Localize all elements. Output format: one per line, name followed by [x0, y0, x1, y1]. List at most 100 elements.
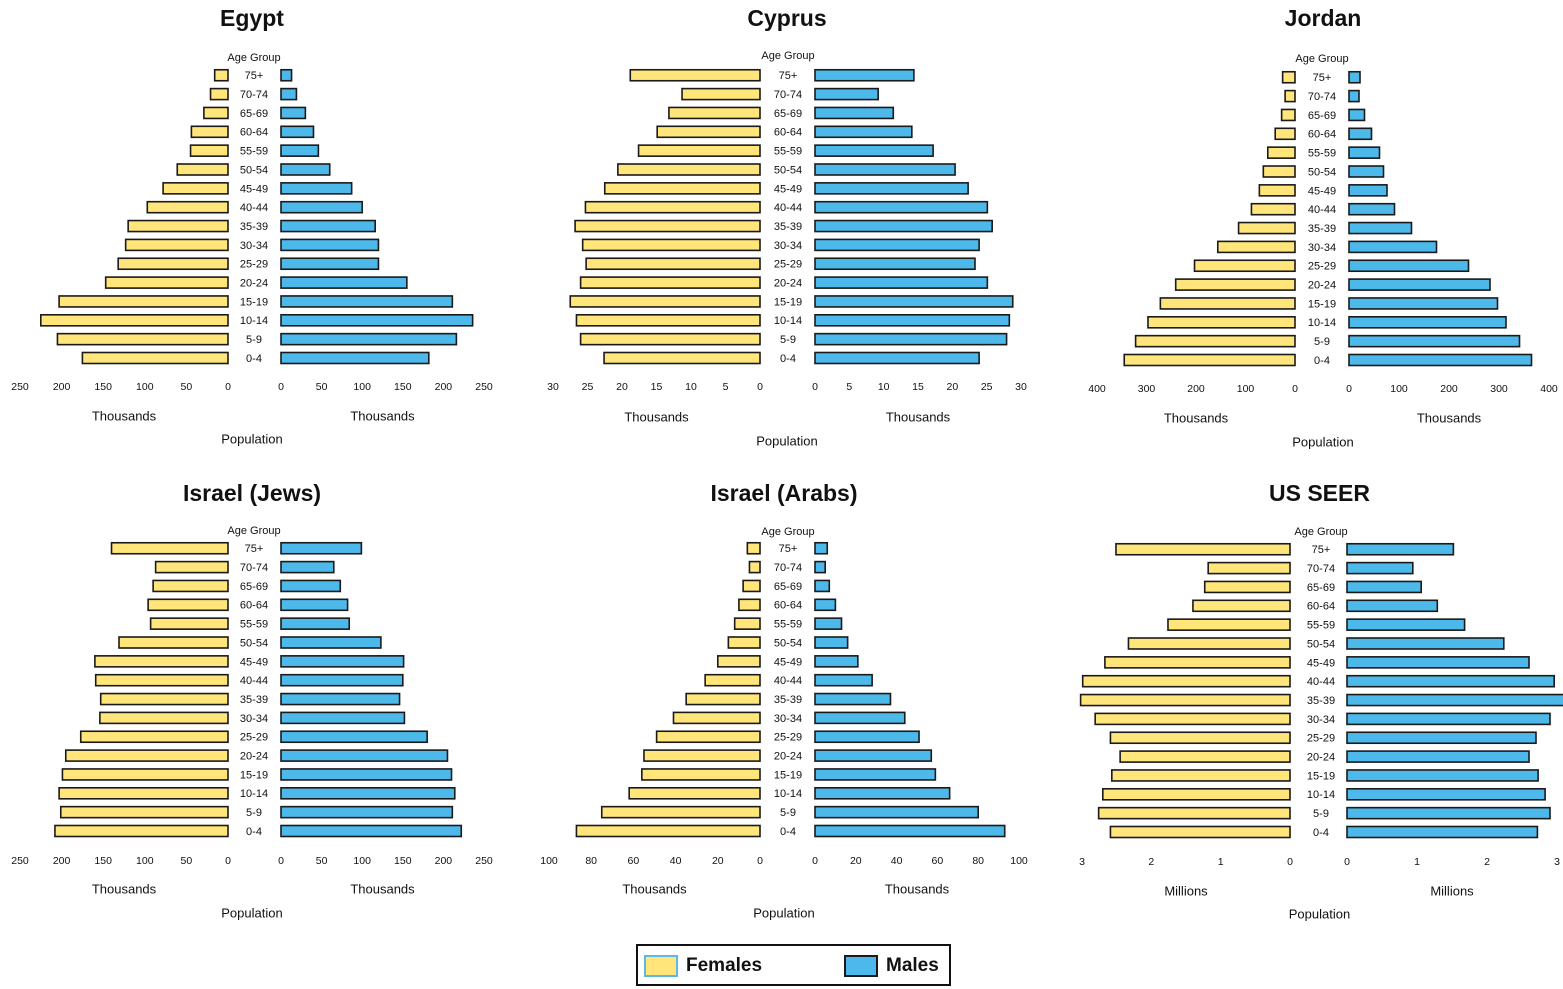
chart-title-jordan: Jordan [1285, 5, 1362, 31]
male-bar-us-seer-60-64 [1346, 599, 1439, 613]
male-bar-egypt-45-49 [280, 182, 353, 195]
legend: Females Males [636, 944, 951, 986]
age-label-us-seer-75+: 75+ [1312, 544, 1331, 556]
female-bar-jordan-30-34 [1216, 240, 1296, 254]
male-bar-cyprus-5-9 [814, 332, 1008, 346]
male-bar-israel-jews-40-44 [280, 673, 404, 687]
age-label-cyprus-25-29: 25-29 [774, 259, 802, 271]
x-axis-label-us-seer: Population [1289, 906, 1350, 921]
male-bar-egypt-50-54 [280, 163, 331, 176]
female-bar-egypt-5-9 [56, 332, 229, 346]
female-bar-egypt-55-59 [189, 144, 229, 157]
age-label-us-seer-10-14: 10-14 [1307, 789, 1335, 801]
male-bar-jordan-50-54 [1348, 165, 1385, 178]
female-tick-israel-jews-150: 150 [94, 855, 112, 867]
male-bar-jordan-20-24 [1348, 278, 1491, 291]
age-label-cyprus-30-34: 30-34 [774, 240, 802, 252]
female-bar-israel-jews-25-29 [79, 730, 229, 744]
female-bar-us-seer-10-14 [1102, 787, 1291, 801]
female-bar-cyprus-25-29 [585, 257, 761, 271]
chart-title-israel-jews: Israel (Jews) [183, 480, 321, 506]
male-tick-jordan-100: 100 [1390, 383, 1408, 395]
age-label-us-seer-20-24: 20-24 [1307, 752, 1335, 764]
age-label-jordan-0-4: 0-4 [1314, 355, 1330, 367]
age-label-jordan-40-44: 40-44 [1308, 204, 1336, 216]
male-bar-cyprus-10-14 [814, 313, 1011, 327]
male-tick-israel-arabs-100: 100 [1010, 855, 1028, 867]
female-tick-israel-jews-250: 250 [11, 855, 29, 867]
male-tick-jordan-300: 300 [1490, 383, 1508, 395]
male-bar-egypt-15-19 [280, 295, 454, 308]
age-label-us-seer-50-54: 50-54 [1307, 638, 1335, 650]
age-label-jordan-65-69: 65-69 [1308, 110, 1336, 122]
female-bar-us-seer-45-49 [1104, 656, 1291, 669]
female-tick-israel-jews-50: 50 [181, 855, 193, 867]
male-bar-us-seer-70-74 [1346, 561, 1414, 575]
female-bar-us-seer-30-34 [1094, 712, 1291, 726]
female-bar-jordan-25-29 [1193, 259, 1296, 273]
female-bar-israel-arabs-15-19 [641, 768, 761, 781]
age-label-israel-arabs-75+: 75+ [779, 543, 798, 555]
male-bar-israel-jews-45-49 [280, 655, 405, 668]
female-bar-egypt-75+ [213, 68, 229, 82]
male-bar-egypt-5-9 [280, 332, 458, 346]
x-axis-label-israel-arabs: Population [753, 905, 814, 920]
male-tick-jordan-200: 200 [1440, 383, 1458, 395]
age-label-jordan-60-64: 60-64 [1308, 129, 1336, 141]
male-tick-jordan-400: 400 [1540, 383, 1558, 395]
male-tick-israel-arabs-60: 60 [932, 855, 944, 867]
unit-label-right-jordan: Thousands [1417, 410, 1482, 425]
female-bar-jordan-40-44 [1250, 202, 1296, 216]
male-bar-us-seer-50-54 [1346, 637, 1505, 650]
female-bar-israel-jews-60-64 [147, 598, 229, 612]
male-tick-us-seer-2: 2 [1484, 856, 1490, 868]
male-bar-jordan-10-14 [1348, 315, 1507, 329]
female-bar-egypt-70-74 [209, 87, 229, 101]
female-bar-jordan-75+ [1281, 70, 1296, 84]
female-tick-jordan-400: 400 [1088, 383, 1106, 395]
female-tick-jordan-300: 300 [1138, 383, 1156, 395]
male-bar-israel-jews-10-14 [280, 786, 456, 800]
male-tick-cyprus-20: 20 [946, 381, 958, 393]
male-bar-us-seer-75+ [1346, 542, 1455, 556]
age-label-us-seer-5-9: 5-9 [1313, 808, 1329, 820]
age-label-jordan-25-29: 25-29 [1308, 261, 1336, 273]
female-tick-cyprus-25: 25 [582, 381, 594, 393]
age-label-israel-jews-50-54: 50-54 [240, 637, 268, 649]
unit-label-left-us-seer: Millions [1164, 883, 1208, 898]
female-bar-us-seer-55-59 [1167, 618, 1291, 631]
age-label-israel-arabs-70-74: 70-74 [774, 562, 802, 574]
female-bar-israel-arabs-75+ [746, 541, 761, 555]
female-bar-cyprus-75+ [629, 68, 761, 82]
male-tick-egypt-250: 250 [475, 381, 493, 393]
female-bar-cyprus-30-34 [581, 238, 761, 252]
age-axis-label-jordan: Age Group [1295, 53, 1348, 65]
female-bar-egypt-65-69 [203, 106, 229, 120]
age-label-israel-jews-75+: 75+ [245, 543, 264, 555]
female-bar-cyprus-35-39 [574, 219, 761, 233]
age-label-cyprus-65-69: 65-69 [774, 108, 802, 120]
female-tick-egypt-100: 100 [136, 381, 154, 393]
female-bar-egypt-0-4 [81, 351, 229, 365]
male-tick-israel-jews-50: 50 [316, 855, 328, 867]
male-bar-cyprus-50-54 [814, 163, 956, 176]
age-label-israel-jews-70-74: 70-74 [240, 562, 268, 574]
legend-swatch-females [644, 955, 678, 977]
male-bar-israel-arabs-0-4 [814, 824, 1006, 838]
female-bar-israel-arabs-10-14 [628, 786, 761, 800]
female-tick-israel-arabs-0: 0 [757, 855, 763, 867]
female-bar-us-seer-75+ [1115, 542, 1291, 556]
female-bar-israel-arabs-20-24 [643, 749, 761, 762]
female-bar-israel-jews-0-4 [54, 824, 229, 838]
age-label-egypt-0-4: 0-4 [246, 353, 262, 365]
female-bar-us-seer-20-24 [1119, 750, 1291, 763]
female-tick-cyprus-20: 20 [616, 381, 628, 393]
male-bar-cyprus-70-74 [814, 87, 879, 101]
age-label-cyprus-40-44: 40-44 [774, 202, 802, 214]
age-label-egypt-50-54: 50-54 [240, 164, 268, 176]
male-bar-jordan-70-74 [1348, 89, 1360, 103]
female-bar-israel-jews-10-14 [58, 786, 229, 800]
male-bar-cyprus-25-29 [814, 257, 976, 271]
male-bar-egypt-0-4 [280, 351, 430, 365]
age-label-us-seer-0-4: 0-4 [1313, 827, 1329, 839]
